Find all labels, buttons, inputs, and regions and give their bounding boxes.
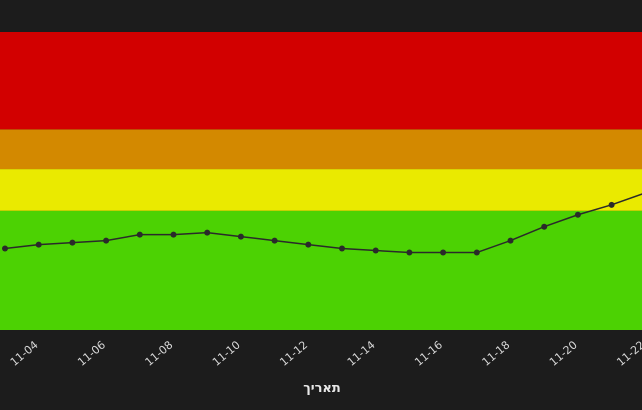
data-point bbox=[440, 249, 447, 256]
data-point bbox=[339, 245, 345, 252]
data-line bbox=[4, 193, 642, 254]
data-point bbox=[574, 211, 581, 218]
data-point bbox=[305, 241, 312, 248]
data-point bbox=[608, 201, 615, 208]
data-point bbox=[473, 249, 480, 256]
threshold-band bbox=[0, 129, 642, 170]
data-point bbox=[136, 231, 143, 238]
data-point bbox=[204, 229, 211, 236]
plot bbox=[2, 193, 642, 256]
data-point bbox=[35, 241, 42, 248]
data-point bbox=[237, 233, 244, 240]
threshold-band bbox=[0, 169, 642, 211]
data-point bbox=[103, 237, 110, 244]
data-point bbox=[69, 239, 76, 246]
data-point bbox=[372, 247, 379, 254]
threshold-band bbox=[0, 32, 642, 130]
data-point bbox=[271, 237, 278, 244]
data-point bbox=[541, 223, 548, 230]
data-point bbox=[507, 237, 514, 244]
x-axis-title: תאריך bbox=[303, 381, 341, 396]
data-point bbox=[406, 249, 413, 256]
bands bbox=[0, 32, 642, 330]
data-point bbox=[2, 245, 8, 252]
data-point bbox=[170, 231, 177, 238]
